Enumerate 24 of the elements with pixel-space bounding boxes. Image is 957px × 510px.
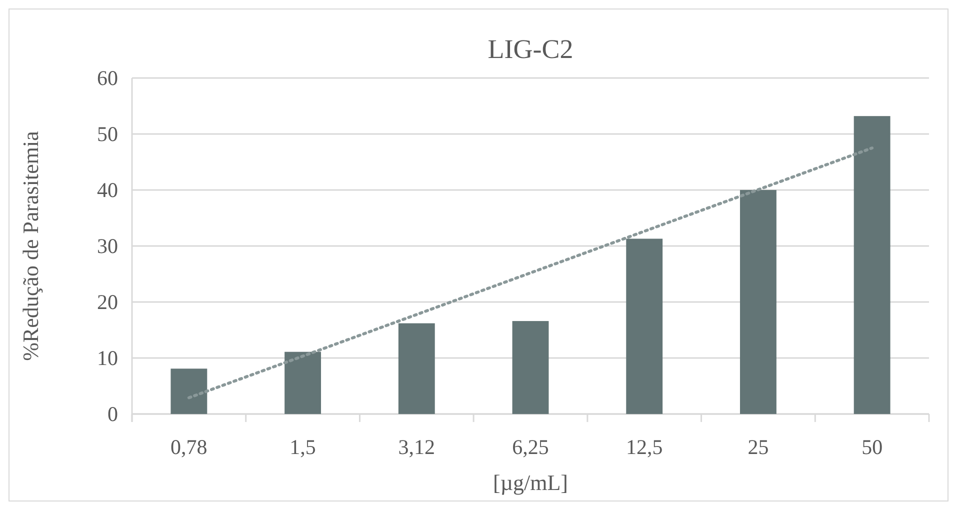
x-tick-label: 6,25 xyxy=(512,435,549,459)
x-tick-label: 3,12 xyxy=(398,435,436,459)
x-tick-label: 12,5 xyxy=(626,435,663,459)
y-tick-label: 20 xyxy=(97,290,118,314)
chart-title: LIG-C2 xyxy=(488,34,574,64)
y-tick-label: 40 xyxy=(97,178,118,202)
bar xyxy=(398,323,435,414)
x-tick-label: 25 xyxy=(748,435,769,459)
x-tick-label: 0,78 xyxy=(170,435,208,459)
bar xyxy=(854,116,890,414)
bar xyxy=(284,352,322,414)
y-tick-label: 10 xyxy=(97,346,118,370)
y-tick-label: 60 xyxy=(97,66,118,90)
bar xyxy=(626,238,663,414)
y-tick-label: 30 xyxy=(97,234,118,258)
x-tick-label: 1,5 xyxy=(290,435,316,459)
y-tick-label: 0 xyxy=(108,402,118,426)
y-tick-label: 50 xyxy=(97,122,118,146)
bar xyxy=(512,321,549,414)
x-tick-label: 50 xyxy=(862,435,883,459)
y-axis-title: %Redução de Parasitemia xyxy=(18,130,43,361)
x-axis-title: [µg/mL] xyxy=(493,470,568,495)
bar xyxy=(740,190,776,414)
bar xyxy=(170,368,208,414)
